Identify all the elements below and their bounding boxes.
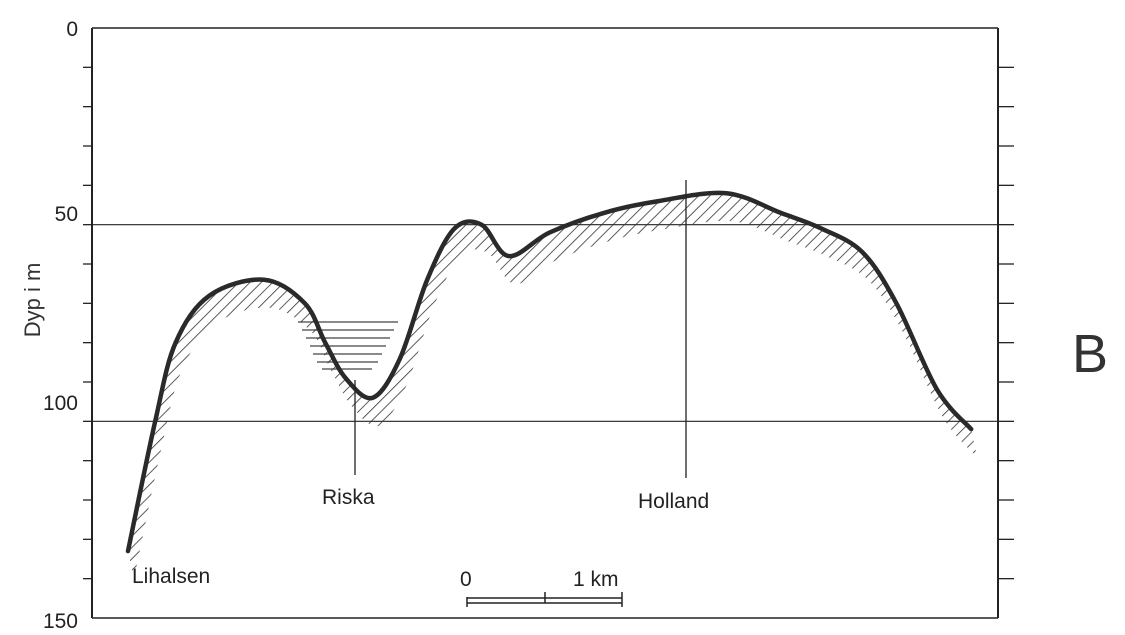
- scale-bar-start-label: 0: [460, 568, 472, 591]
- panel-letter: B: [1072, 324, 1108, 384]
- location-label-holland: Holland: [638, 490, 709, 513]
- location-label-lihalsen: Lihalsen: [132, 565, 210, 588]
- y-tick-label-100: 100: [43, 392, 78, 415]
- y-tick-label-0: 0: [66, 18, 78, 41]
- scale-bar-end-label: 1 km: [573, 568, 619, 591]
- plot-frame: [91, 27, 999, 619]
- y-axis-title: Dyp i m: [20, 263, 45, 338]
- y-tick-labels: 0 50 100 150: [43, 18, 78, 633]
- depth-gridlines: [92, 224, 998, 422]
- y-tick-label-150: 150: [43, 610, 78, 633]
- left-minor-ticks: [83, 66, 92, 580]
- right-minor-ticks: [998, 66, 1014, 580]
- y-tick-label-50: 50: [55, 203, 78, 226]
- location-label-riska: Riska: [322, 486, 375, 509]
- seabed-profile-line: [125, 190, 974, 554]
- seabed-hatch-band: [128, 192, 978, 580]
- scale-bar: 0 1 km: [460, 568, 623, 607]
